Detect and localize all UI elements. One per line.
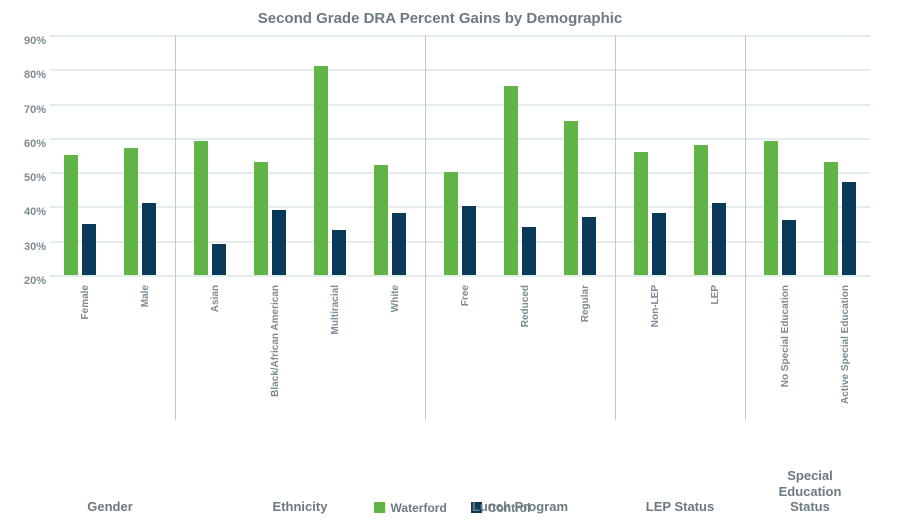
bar-waterford — [194, 141, 208, 275]
bar-groups: FemaleMaleGenderAsianBlack/African Ameri… — [50, 35, 870, 395]
y-tick-label: 60% — [10, 138, 46, 150]
bar-waterford — [124, 148, 138, 275]
y-tick-label: 20% — [10, 275, 46, 287]
bar-waterford — [824, 162, 838, 275]
group-separator — [425, 35, 426, 420]
bar-control — [142, 203, 156, 275]
bar-control — [212, 244, 226, 275]
subgroup: Asian — [180, 35, 240, 395]
group-label: Gender — [50, 499, 170, 515]
bar-waterford — [764, 141, 778, 275]
group: FreeReducedRegularLunch Program — [430, 35, 610, 395]
subgroup-label: Regular — [580, 285, 591, 322]
group-inner: Asian Black/African American Multiracial Wh… — [180, 35, 420, 395]
y-tick-label: 30% — [10, 241, 46, 253]
bar-waterford — [504, 86, 518, 275]
bar-control — [332, 230, 346, 275]
chart-plot-area: 20%30%40%50%60%70%80%90% FemaleMaleGende… — [50, 35, 870, 395]
chart-container: Second Grade DRA Percent Gains by Demogr… — [0, 0, 900, 520]
bar-waterford — [254, 162, 268, 275]
group: No Special Education Active Special Educa… — [750, 35, 870, 395]
bar-control — [272, 210, 286, 275]
group-label: Lunch Program — [430, 499, 610, 515]
bar-control — [82, 224, 96, 275]
subgroup: White — [360, 35, 420, 395]
subgroup: Male — [110, 35, 170, 395]
bar-waterford — [444, 172, 458, 275]
subgroup: Regular — [550, 35, 610, 395]
subgroup: No Special Education — [750, 35, 810, 395]
subgroup-label: Free — [460, 285, 471, 306]
group: FemaleMaleGender — [50, 35, 170, 395]
group-inner: No Special Education Active Special Educa… — [750, 35, 870, 395]
group-separator — [615, 35, 616, 420]
y-tick-label: 40% — [10, 206, 46, 218]
group-label: LEP Status — [620, 499, 740, 515]
group-label: SpecialEducationStatus — [750, 468, 870, 515]
subgroup-label: Non-LEP — [650, 285, 661, 327]
subgroup-label: Active Special Education — [840, 285, 851, 404]
subgroup: Active Special Education — [810, 35, 870, 395]
bar-control — [392, 213, 406, 275]
group: Non-LEPLEPLEP Status — [620, 35, 740, 395]
subgroup-label: Multiracial — [330, 285, 341, 334]
bar-control — [842, 182, 856, 275]
subgroup: LEP — [680, 35, 740, 395]
subgroup: Multiracial — [300, 35, 360, 395]
bar-waterford — [634, 152, 648, 275]
subgroup-label: Reduced — [520, 285, 531, 327]
bar-waterford — [694, 145, 708, 275]
bar-control — [782, 220, 796, 275]
y-tick-label: 80% — [10, 69, 46, 81]
subgroup: Reduced — [490, 35, 550, 395]
subgroup-label: LEP — [710, 285, 721, 304]
subgroup-label: No Special Education — [780, 285, 791, 387]
bar-control — [522, 227, 536, 275]
chart-title: Second Grade DRA Percent Gains by Demogr… — [10, 10, 870, 27]
group-inner: Female Male — [50, 35, 170, 395]
subgroup-label: White — [390, 285, 401, 312]
y-axis: 20%30%40%50%60%70%80%90% — [10, 35, 50, 275]
y-tick-label: 50% — [10, 172, 46, 184]
bar-waterford — [374, 165, 388, 275]
subgroup: Non-LEP — [620, 35, 680, 395]
subgroup-label: Female — [80, 285, 91, 319]
group-separator — [175, 35, 176, 420]
subgroup: Female — [50, 35, 110, 395]
bar-control — [582, 217, 596, 275]
group-inner: Free Reduced Regular — [430, 35, 610, 395]
y-tick-label: 90% — [10, 35, 46, 47]
group-label: Ethnicity — [180, 499, 420, 515]
group-separator — [745, 35, 746, 420]
group-inner: Non-LEP LEP — [620, 35, 740, 395]
bar-waterford — [314, 66, 328, 275]
y-tick-label: 70% — [10, 104, 46, 116]
subgroup-label: Asian — [210, 285, 221, 312]
group: Asian Black/African American Multiracial Wh… — [180, 35, 420, 395]
subgroup-label: Male — [140, 285, 151, 307]
subgroup: Free — [430, 35, 490, 395]
bar-control — [462, 206, 476, 275]
subgroup-label: Black/African American — [270, 285, 281, 397]
bar-control — [652, 213, 666, 275]
bar-waterford — [64, 155, 78, 275]
bar-control — [712, 203, 726, 275]
subgroup: Black/African American — [240, 35, 300, 395]
bar-waterford — [564, 121, 578, 275]
